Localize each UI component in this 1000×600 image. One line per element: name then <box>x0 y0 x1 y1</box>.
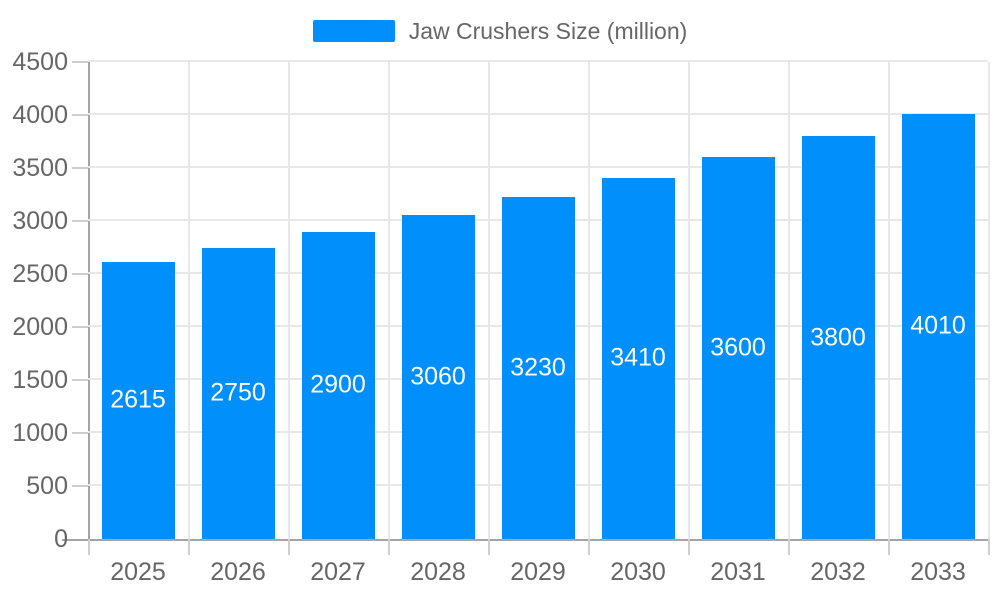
y-axis-tick <box>72 485 88 487</box>
x-axis-tick <box>88 539 90 555</box>
y-axis-label: 3000 <box>12 207 68 235</box>
bar-value-label: 2615 <box>110 385 166 414</box>
x-axis-line <box>62 539 988 541</box>
x-axis-label: 2027 <box>310 558 366 586</box>
x-axis-tick <box>388 539 390 555</box>
legend-label: Jaw Crushers Size (million) <box>408 18 688 44</box>
v-gridline <box>688 62 690 539</box>
bar-value-label: 3060 <box>410 362 466 391</box>
bar-value-label: 4010 <box>910 311 966 340</box>
legend[interactable]: Jaw Crushers Size (million) <box>0 18 1000 44</box>
x-axis-label: 2026 <box>210 558 266 586</box>
y-axis-tick <box>72 220 88 222</box>
x-axis-label: 2029 <box>510 558 566 586</box>
x-axis-label: 2030 <box>610 558 666 586</box>
bar-2030[interactable]: 3410 <box>601 177 675 539</box>
y-axis-tick <box>72 432 88 434</box>
y-axis-label: 4000 <box>12 101 68 129</box>
x-axis-tick <box>988 539 990 555</box>
y-axis-label: 2500 <box>12 260 68 288</box>
v-gridline <box>888 62 890 539</box>
bar-2027[interactable]: 2900 <box>301 231 375 539</box>
v-gridline <box>988 62 990 539</box>
x-axis-tick <box>288 539 290 555</box>
x-axis-label: 2033 <box>910 558 966 586</box>
x-axis-label: 2025 <box>110 558 166 586</box>
x-axis-label: 2032 <box>810 558 866 586</box>
legend-swatch-icon <box>312 20 395 42</box>
x-axis-tick <box>188 539 190 555</box>
bar-value-label: 3800 <box>810 323 866 352</box>
v-gridline <box>588 62 590 539</box>
bar-2028[interactable]: 3060 <box>401 214 475 539</box>
y-axis-label: 1500 <box>12 366 68 394</box>
y-axis-line <box>88 62 90 539</box>
y-axis-tick <box>72 326 88 328</box>
y-axis-label: 1000 <box>12 419 68 447</box>
h-gridline <box>88 60 988 62</box>
y-axis-tick <box>72 61 88 63</box>
y-axis-tick <box>72 167 88 169</box>
y-axis-tick <box>72 273 88 275</box>
v-gridline <box>788 62 790 539</box>
y-axis-label: 2000 <box>12 313 68 341</box>
bar-2032[interactable]: 3800 <box>801 136 875 539</box>
bar-value-label: 3230 <box>510 353 566 382</box>
x-axis-tick <box>588 539 590 555</box>
bar-2026[interactable]: 2750 <box>201 247 275 539</box>
x-axis-tick <box>488 539 490 555</box>
x-axis-tick <box>688 539 690 555</box>
bar-value-label: 3600 <box>710 333 766 362</box>
v-gridline <box>288 62 290 539</box>
bar-2029[interactable]: 3230 <box>501 196 575 539</box>
plot-area: 2615 2750 2900 3060 3230 3410 3600 3800 4010 <box>88 60 990 539</box>
v-gridline <box>488 62 490 539</box>
y-axis-label: 0 <box>54 525 68 553</box>
bar-2031[interactable]: 3600 <box>701 157 775 539</box>
x-axis-label: 2031 <box>710 558 766 586</box>
h-gridline <box>88 113 988 115</box>
bar-value-label: 2900 <box>310 370 366 399</box>
bar-value-label: 2750 <box>210 378 266 407</box>
h-gridline <box>88 166 988 168</box>
bar-2033[interactable]: 4010 <box>901 113 975 539</box>
v-gridline <box>388 62 390 539</box>
y-axis-label: 500 <box>26 472 68 500</box>
v-gridline <box>188 62 190 539</box>
bar-value-label: 3410 <box>610 343 666 372</box>
y-axis-label: 3500 <box>12 154 68 182</box>
y-axis-tick <box>72 114 88 116</box>
y-axis-tick <box>72 379 88 381</box>
x-axis-tick <box>888 539 890 555</box>
x-axis-tick <box>788 539 790 555</box>
x-axis-label: 2028 <box>410 558 466 586</box>
y-axis-label: 4500 <box>12 48 68 76</box>
bar-2025[interactable]: 2615 <box>101 261 175 539</box>
